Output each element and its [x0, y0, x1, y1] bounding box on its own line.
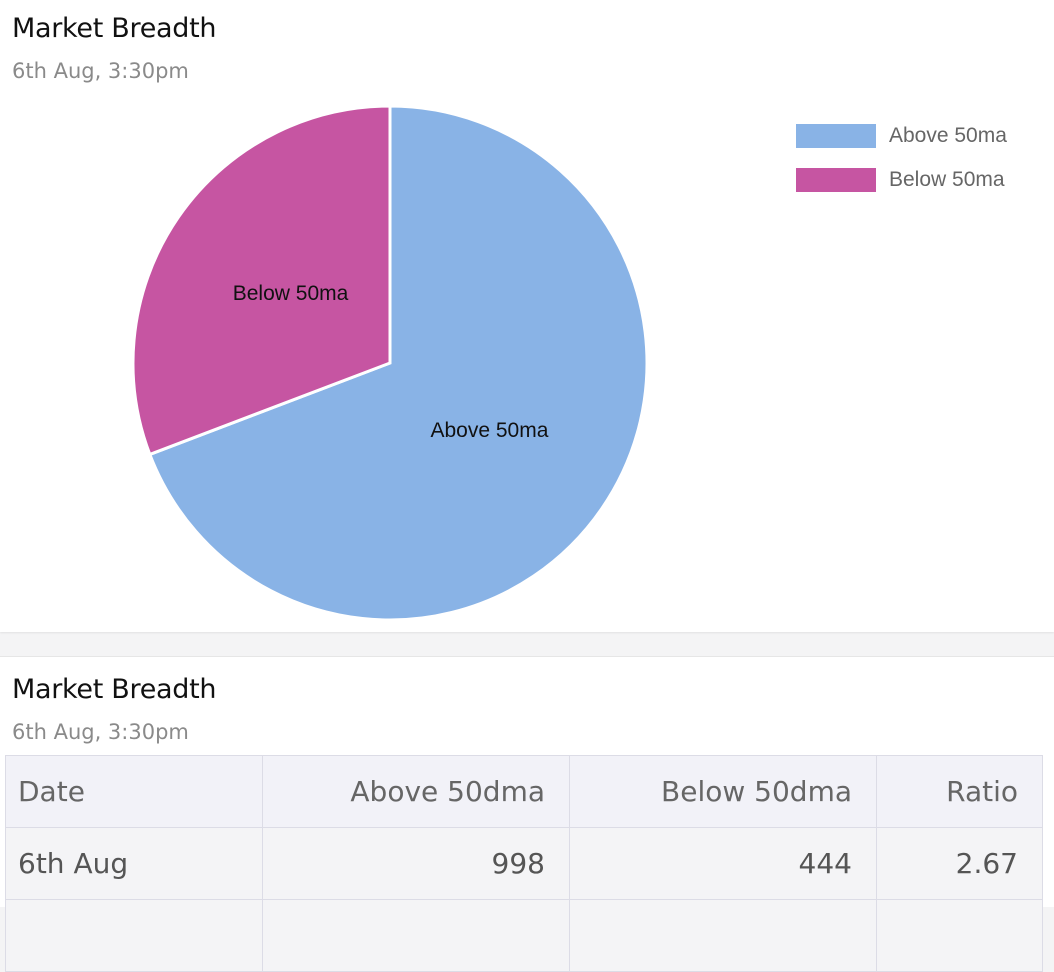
cell-empty	[876, 899, 1043, 972]
column-header-date[interactable]: Date	[5, 755, 263, 828]
chart-card: Market Breadth 6th Aug, 3:30pm Above 50m…	[0, 0, 1054, 632]
table-card: Market Breadth 6th Aug, 3:30pm Date Abov…	[0, 656, 1054, 972]
column-header-above[interactable]: Above 50dma	[262, 755, 570, 828]
column-header-below[interactable]: Below 50dma	[569, 755, 877, 828]
pie-chart: Above 50ma Below 50ma	[131, 104, 649, 622]
table-title: Market Breadth	[12, 674, 217, 705]
table-header-row: Date Above 50dma Below 50dma Ratio	[5, 755, 1043, 828]
legend-swatch-above	[796, 124, 876, 148]
legend-label-below: Below 50ma	[889, 168, 1005, 191]
breadth-table: Date Above 50dma Below 50dma Ratio 6th A…	[5, 755, 1043, 972]
cell-empty	[5, 899, 263, 972]
legend-item-below[interactable]: Below 50ma	[796, 166, 1007, 194]
table-row: 6th Aug 998 444 2.67	[5, 827, 1043, 900]
pie-data-label: Above 50ma	[430, 419, 548, 442]
pie-data-label: Below 50ma	[233, 282, 349, 305]
table-subtitle: 6th Aug, 3:30pm	[12, 720, 189, 744]
column-header-ratio[interactable]: Ratio	[876, 755, 1043, 828]
pie-slice-above-50ma[interactable]	[147, 104, 649, 622]
pie-slice-below-50ma[interactable]	[131, 104, 392, 457]
chart-legend: Above 50ma Below 50ma	[796, 122, 1007, 210]
cell-date: 6th Aug	[5, 827, 263, 900]
legend-label-above: Above 50ma	[889, 124, 1007, 147]
table-row	[5, 899, 1043, 972]
cell-ratio: 2.67	[876, 827, 1043, 900]
chart-title: Market Breadth	[12, 13, 217, 44]
cell-below: 444	[569, 827, 877, 900]
legend-item-above[interactable]: Above 50ma	[796, 122, 1007, 150]
cell-empty	[569, 899, 877, 972]
chart-subtitle: 6th Aug, 3:30pm	[12, 59, 189, 83]
cell-empty	[262, 899, 570, 972]
legend-swatch-below	[796, 168, 876, 192]
cell-above: 998	[262, 827, 570, 900]
